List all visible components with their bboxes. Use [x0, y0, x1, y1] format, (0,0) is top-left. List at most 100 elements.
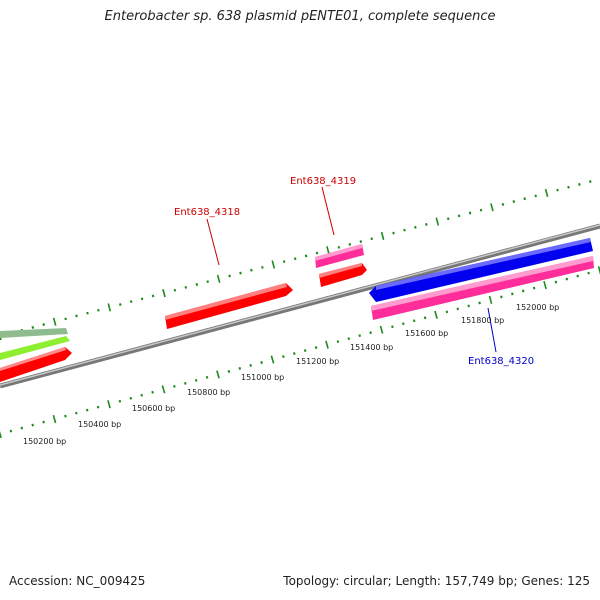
major-tick — [488, 295, 493, 305]
gene-lime[interactable] — [0, 336, 70, 360]
major-tick — [0, 332, 2, 341]
minor-tick — [129, 396, 133, 400]
bp-label: 150400 bp — [78, 420, 121, 429]
bp-label: 152000 bp — [516, 303, 559, 312]
major-tick — [544, 188, 549, 198]
minor-tick — [20, 426, 24, 430]
gene-ent638-4318[interactable] — [165, 283, 293, 329]
backbone-line-inner — [0, 224, 600, 386]
minor-tick — [238, 367, 242, 370]
minor-tick — [206, 280, 209, 284]
major-tick — [434, 310, 438, 319]
minor-tick — [359, 240, 363, 244]
minor-tick — [151, 390, 154, 394]
minor-tick — [293, 352, 296, 355]
minor-tick — [42, 420, 45, 424]
bp-label: 150800 bp — [187, 388, 230, 397]
minor-tick — [118, 303, 122, 306]
minor-tick — [369, 331, 372, 335]
minor-tick — [567, 185, 570, 189]
gene-sage[interactable] — [0, 328, 68, 338]
leader-line-4319 — [321, 186, 335, 236]
gene-blue[interactable] — [369, 238, 593, 302]
minor-tick — [336, 340, 340, 344]
minor-tick — [282, 260, 286, 264]
minor-tick — [96, 405, 100, 409]
minor-tick — [304, 254, 308, 258]
leader-line-4320 — [487, 307, 497, 353]
minor-tick — [565, 277, 569, 281]
major-tick — [325, 340, 329, 349]
minor-tick — [64, 317, 67, 321]
minor-tick — [75, 314, 78, 318]
minor-tick — [173, 288, 177, 292]
minor-tick — [347, 337, 351, 341]
major-tick — [107, 400, 111, 409]
minor-tick — [402, 322, 405, 326]
map-title: Enterobacter sp. 638 plasmid pENTE01, co… — [104, 9, 496, 24]
minor-tick — [9, 429, 13, 433]
bp-label: 150600 bp — [132, 404, 175, 413]
minor-tick — [370, 237, 373, 241]
bp-label: 151200 bp — [296, 357, 339, 366]
minor-tick — [589, 180, 592, 183]
minor-tick — [97, 308, 100, 312]
minor-tick — [468, 211, 472, 215]
minor-tick — [249, 364, 252, 367]
minor-tick — [261, 265, 264, 269]
minor-tick — [446, 217, 450, 221]
minor-tick — [151, 294, 155, 298]
major-tick — [326, 246, 330, 255]
minor-tick — [392, 231, 395, 235]
backbone-line-outer — [0, 223, 600, 389]
upper-tick-row — [0, 180, 592, 341]
gene-label-ent638-4318[interactable]: Ent638_4318 — [174, 207, 240, 218]
minor-tick — [293, 257, 297, 261]
gene-ent638-4319-pink[interactable] — [315, 244, 364, 268]
bp-label: 151000 bp — [241, 373, 284, 382]
minor-tick — [587, 271, 590, 275]
minor-tick — [425, 223, 428, 226]
minor-tick — [578, 182, 581, 186]
minor-tick — [337, 245, 341, 249]
minor-tick — [129, 300, 133, 304]
major-tick — [380, 231, 385, 240]
bp-label: 151800 bp — [461, 316, 504, 325]
minor-tick — [184, 381, 187, 385]
minor-tick — [303, 349, 307, 352]
major-tick — [270, 355, 275, 364]
minor-tick — [250, 268, 253, 272]
minor-tick — [456, 307, 460, 311]
minor-tick — [86, 311, 89, 315]
minor-tick — [554, 280, 558, 284]
topology-summary: Topology: circular; Length: 157,749 bp; … — [283, 574, 590, 588]
minor-tick — [478, 301, 481, 305]
minor-tick — [511, 292, 514, 296]
minor-tick — [140, 297, 144, 301]
minor-tick — [576, 274, 579, 278]
gene-label-ent638-4320[interactable]: Ent638_4320 — [468, 356, 534, 367]
major-tick — [490, 203, 494, 212]
lower-tick-row — [0, 266, 600, 439]
minor-tick — [315, 251, 319, 255]
gene-label-ent638-4319[interactable]: Ent638_4319 — [290, 176, 356, 187]
minor-tick — [31, 423, 34, 427]
gene-red-left[interactable] — [0, 347, 72, 382]
major-tick — [435, 217, 440, 226]
major-tick — [52, 317, 57, 326]
minor-tick — [282, 355, 285, 358]
bp-label: 150200 bp — [23, 437, 66, 446]
major-tick — [216, 370, 220, 379]
minor-tick — [512, 200, 516, 203]
minor-tick — [403, 228, 406, 232]
minor-tick — [348, 243, 352, 246]
bp-label: 151400 bp — [350, 343, 393, 352]
gene-ent638-4320[interactable] — [371, 256, 594, 320]
minor-tick — [239, 271, 242, 275]
minor-tick — [391, 325, 394, 329]
gene-ent638-4319-red[interactable] — [319, 263, 367, 287]
minor-tick — [173, 384, 176, 388]
minor-tick — [556, 188, 559, 192]
major-tick — [0, 431, 2, 439]
